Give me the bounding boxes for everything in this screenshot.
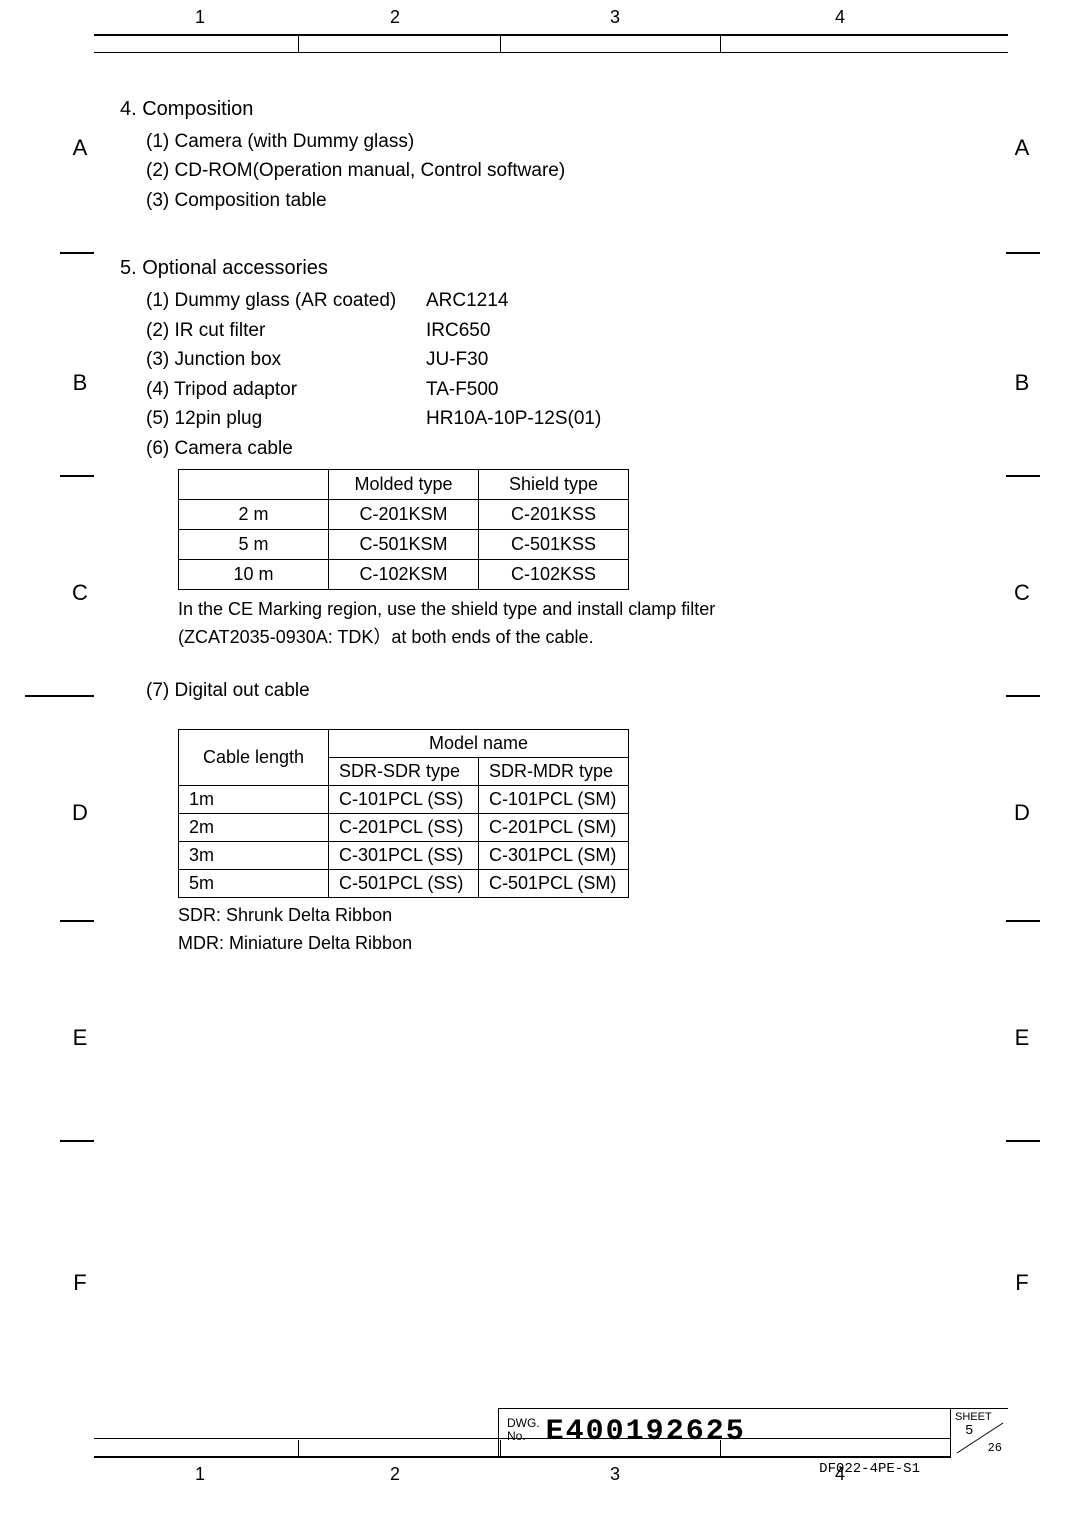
digital-cell: C-101PCL (SM) [479, 786, 629, 814]
row-label-r-F: F [1012, 1270, 1032, 1296]
dwg-number: E400192625 [546, 1409, 950, 1458]
section-4-item-3: (3) Composition table [146, 186, 985, 215]
row-tick [25, 695, 94, 697]
col-div-bot-1 [298, 1440, 299, 1458]
cable-cell: C-102KSM [329, 559, 479, 589]
digital-cell: 2m [179, 814, 329, 842]
sheet-divider-icon [951, 1409, 1009, 1459]
digital-cell: C-201PCL (SS) [329, 814, 479, 842]
digital-cell: C-501PCL (SS) [329, 870, 479, 898]
cable-cell: 10 m [179, 559, 329, 589]
digital-h-model: Model name [329, 730, 629, 758]
row-label-r-B: B [1012, 370, 1032, 396]
col-div-top-1 [298, 34, 299, 52]
cable-note-1: In the CE Marking region, use the shield… [178, 596, 985, 624]
digital-cell: C-301PCL (SM) [479, 842, 629, 870]
col-div-top-3 [720, 34, 721, 52]
digital-cell: 1m [179, 786, 329, 814]
col-label-bot-2: 2 [385, 1464, 405, 1485]
row-label-r-D: D [1012, 800, 1032, 826]
row-tick [1006, 252, 1040, 254]
opt-name: (5) 12pin plug [146, 404, 426, 433]
row-label-l-F: F [70, 1270, 90, 1296]
title-block: DWG. No. E400192625 SHEET 5 26 [498, 1408, 1008, 1458]
row-tick [60, 475, 94, 477]
section-4-item-1: (1) Camera (with Dummy glass) [146, 127, 985, 156]
row-tick [1006, 475, 1040, 477]
opt-code: ARC1214 [426, 286, 508, 315]
cable-cell: C-102KSS [479, 559, 629, 589]
digital-out-label: (7) Digital out cable [146, 676, 985, 705]
col-label-bot-3: 3 [605, 1464, 625, 1485]
col-label-top-3: 3 [605, 7, 625, 28]
cable-h0 [179, 469, 329, 499]
col-div-top-2 [500, 34, 501, 52]
digital-h-sdr: SDR-SDR type [329, 758, 479, 786]
digital-h-mdr: SDR-MDR type [479, 758, 629, 786]
opt-row: (2) IR cut filter IRC650 [146, 316, 985, 345]
col-label-top-2: 2 [385, 7, 405, 28]
digital-h-cablelen: Cable length [179, 730, 329, 786]
cable-cell: C-201KSM [329, 499, 479, 529]
cable-cell: 2 m [179, 499, 329, 529]
opt-code: HR10A-10P-12S(01) [426, 404, 601, 433]
digital-cell: 3m [179, 842, 329, 870]
cable-h2: Shield type [479, 469, 629, 499]
section-4-item-2: (2) CD-ROM(Operation manual, Control sof… [146, 156, 985, 185]
opt-name: (4) Tripod adaptor [146, 375, 426, 404]
cable-cell: C-501KSM [329, 529, 479, 559]
opt-code: IRC650 [426, 316, 490, 345]
row-label-r-E: E [1012, 1025, 1032, 1051]
opt-row: (1) Dummy glass (AR coated) ARC1214 [146, 286, 985, 315]
opt-code: JU-F30 [426, 345, 488, 374]
ribbon-note-1: SDR: Shrunk Delta Ribbon [178, 902, 985, 930]
opt-row: (3) Junction box JU-F30 [146, 345, 985, 374]
row-tick [60, 252, 94, 254]
ribbon-note-2: MDR: Miniature Delta Ribbon [178, 930, 985, 958]
row-tick [1006, 1140, 1040, 1142]
digital-cell: C-201PCL (SM) [479, 814, 629, 842]
cable-cell: 5 m [179, 529, 329, 559]
section-4-title: 4. Composition [120, 98, 985, 121]
cable-cell: C-201KSS [479, 499, 629, 529]
opt-row: (5) 12pin plug HR10A-10P-12S(01) [146, 404, 985, 433]
row-tick [60, 1140, 94, 1142]
row-tick [1006, 920, 1040, 922]
digital-out-table: Cable length Model name SDR-SDR type SDR… [178, 729, 629, 898]
digital-cell: 5m [179, 870, 329, 898]
section-5-title: 5. Optional accessories [120, 257, 985, 280]
camera-cable-table: Molded type Shield type 2 m C-201KSM C-2… [178, 469, 629, 590]
opt-name: (3) Junction box [146, 345, 426, 374]
row-label-r-A: A [1012, 135, 1032, 161]
row-label-l-D: D [70, 800, 90, 826]
page-content: 4. Composition (1) Camera (with Dummy gl… [120, 80, 985, 958]
digital-cell: C-501PCL (SM) [479, 870, 629, 898]
drawing-frame-inner-top [94, 52, 1008, 53]
doc-code: DF022-4PE-S1 [819, 1461, 920, 1477]
row-label-l-B: B [70, 370, 90, 396]
digital-cell: C-101PCL (SS) [329, 786, 479, 814]
row-tick [60, 920, 94, 922]
digital-cell: C-301PCL (SS) [329, 842, 479, 870]
row-label-l-C: C [70, 580, 90, 606]
opt-code: TA-F500 [426, 375, 499, 404]
col-label-top-4: 4 [830, 7, 850, 28]
opt-row: (4) Tripod adaptor TA-F500 [146, 375, 985, 404]
cable-note-2: (ZCAT2035-0930A: TDK）at both ends of the… [178, 624, 985, 652]
row-label-r-C: C [1012, 580, 1032, 606]
sheet-box: SHEET 5 26 [950, 1409, 1008, 1458]
cable-cell: C-501KSS [479, 529, 629, 559]
row-tick [1006, 695, 1040, 697]
cable-h1: Molded type [329, 469, 479, 499]
col-label-bot-1: 1 [190, 1464, 210, 1485]
row-label-l-A: A [70, 135, 90, 161]
col-label-top-1: 1 [190, 7, 210, 28]
camera-cable-label: (6) Camera cable [146, 434, 985, 463]
opt-name: (1) Dummy glass (AR coated) [146, 286, 426, 315]
row-label-l-E: E [70, 1025, 90, 1051]
opt-name: (2) IR cut filter [146, 316, 426, 345]
dwg-label: DWG. No. [499, 1409, 546, 1458]
